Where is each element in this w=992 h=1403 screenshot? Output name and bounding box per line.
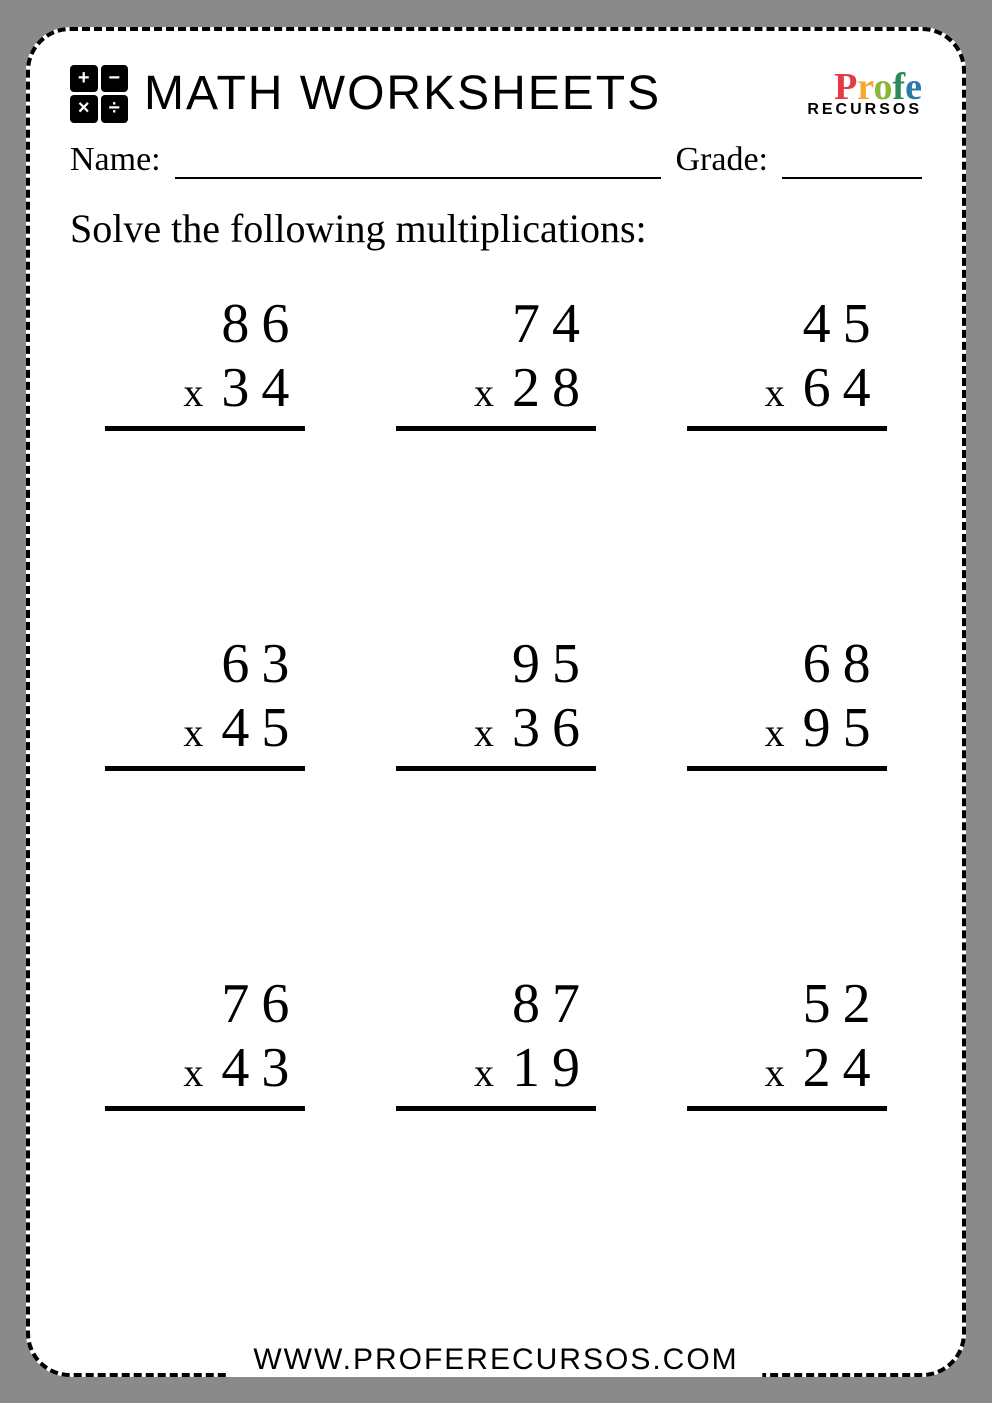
name-label: Name:	[70, 141, 161, 179]
multiply-operator: x	[765, 1050, 785, 1096]
problem-7: 76 x 43	[80, 972, 331, 1292]
multiplier: 95	[803, 696, 887, 760]
multiplicand: 63	[105, 632, 305, 696]
answer-line	[105, 1106, 305, 1111]
multiply-operator: x	[474, 710, 494, 756]
title-group: + − × ÷ MATH WORKSHEETS	[70, 65, 661, 123]
multiplier: 45	[221, 696, 305, 760]
minus-icon: −	[101, 65, 129, 93]
page-title: MATH WORKSHEETS	[144, 66, 661, 121]
multiplier: 43	[221, 1036, 305, 1100]
multiplier: 28	[512, 356, 596, 420]
multiplier: 24	[803, 1036, 887, 1100]
logo-text: Profe	[807, 71, 922, 103]
multiply-operator: x	[183, 710, 203, 756]
brand-logo: Profe RECURSOS	[807, 71, 922, 117]
problem-8: 87 x 19	[371, 972, 622, 1292]
instruction-text: Solve the following multiplications:	[70, 205, 922, 252]
problem-2: 74 x 28	[371, 292, 622, 612]
multiplicand: 68	[687, 632, 887, 696]
multiply-operator: x	[765, 710, 785, 756]
multiply-operator: x	[765, 370, 785, 416]
answer-line	[396, 1106, 596, 1111]
problem-9: 52 x 24	[661, 972, 912, 1292]
multiply-operator: x	[183, 370, 203, 416]
problems-grid: 86 x 34 74 x 28 45 x 64 63 x 45 95 x 36 68 x 95 76 x 43 87 x 19…	[70, 292, 922, 1292]
answer-line	[687, 1106, 887, 1111]
multiplicand: 87	[396, 972, 596, 1036]
problem-6: 68 x 95	[661, 632, 912, 952]
math-operators-icon: + − × ÷	[70, 65, 128, 123]
multiplier: 64	[803, 356, 887, 420]
footer-url: WWW.PROFERECURSOS.COM	[229, 1343, 762, 1377]
multiplicand: 45	[687, 292, 887, 356]
problem-3: 45 x 64	[661, 292, 912, 612]
plus-icon: +	[70, 65, 98, 93]
multiplicand: 95	[396, 632, 596, 696]
header-row: + − × ÷ MATH WORKSHEETS Profe RECURSOS	[70, 65, 922, 123]
answer-line	[105, 766, 305, 771]
multiplier: 34	[221, 356, 305, 420]
multiply-operator: x	[183, 1050, 203, 1096]
times-icon: ×	[70, 95, 98, 123]
name-input-line[interactable]	[175, 145, 662, 179]
logo-subtitle: RECURSOS	[807, 103, 922, 117]
grade-input-line[interactable]	[782, 145, 922, 179]
multiplicand: 52	[687, 972, 887, 1036]
answer-line	[687, 426, 887, 431]
worksheet-sheet: + − × ÷ MATH WORKSHEETS Profe RECURSOS N…	[26, 27, 966, 1377]
problem-1: 86 x 34	[80, 292, 331, 612]
multiplicand: 74	[396, 292, 596, 356]
answer-line	[105, 426, 305, 431]
multiply-operator: x	[474, 370, 494, 416]
answer-line	[687, 766, 887, 771]
answer-line	[396, 426, 596, 431]
multiplicand: 76	[105, 972, 305, 1036]
multiplier: 19	[512, 1036, 596, 1100]
answer-line	[396, 766, 596, 771]
student-fields: Name: Grade:	[70, 141, 922, 179]
multiply-operator: x	[474, 1050, 494, 1096]
divide-icon: ÷	[101, 95, 129, 123]
problem-4: 63 x 45	[80, 632, 331, 952]
grade-label: Grade:	[675, 141, 768, 179]
problem-5: 95 x 36	[371, 632, 622, 952]
multiplicand: 86	[105, 292, 305, 356]
multiplier: 36	[512, 696, 596, 760]
